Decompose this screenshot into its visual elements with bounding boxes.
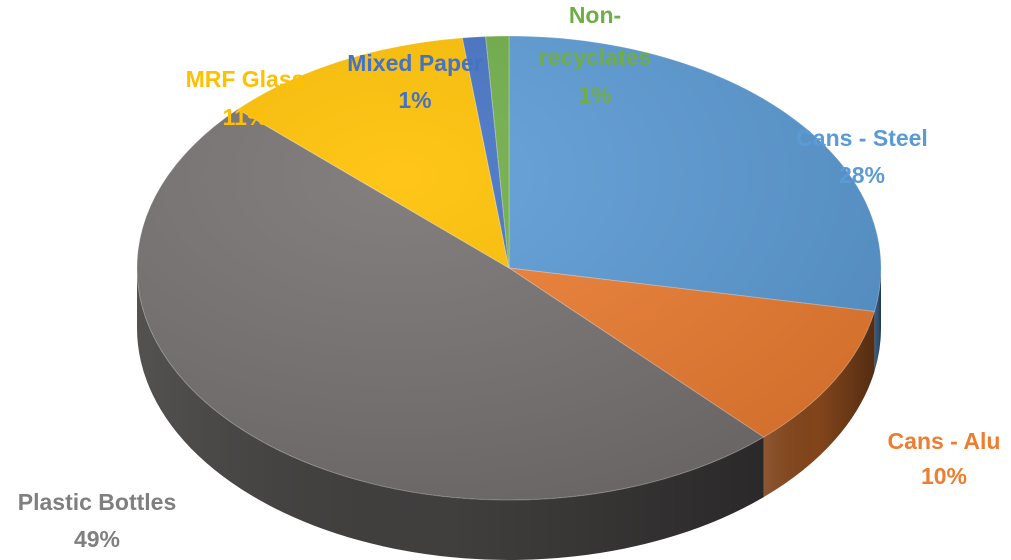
slice-side-shade-0: [874, 268, 881, 372]
pie-top-faces: [136, 35, 882, 501]
data-label-category-0: Cans - Steel: [796, 125, 928, 151]
data-label-value-0: 28%: [839, 162, 885, 188]
pie-labels: Cans - Steel 28% Cans - Alu 10% Plastic Bott…: [18, 2, 1001, 552]
pie-sides: [137, 268, 881, 560]
slice-side-shade-1: [763, 311, 875, 498]
data-label-value-5: 1%: [578, 82, 611, 108]
data-label-value-4: 1%: [398, 87, 431, 113]
data-label-value-3: 11%: [223, 104, 268, 130]
data-label-category-2: Plastic Bottles: [18, 489, 177, 515]
slice-side-shade-2: [137, 268, 764, 560]
data-label-category-1: Cans - Alu: [888, 428, 1001, 454]
data-label-value-2: 49%: [74, 526, 120, 552]
data-label-value-1: 10%: [921, 463, 967, 489]
data-label-category-4: Mixed Paper: [347, 50, 483, 76]
pie-top-sheen: [137, 36, 881, 500]
data-label-category-3: MRF Glass: [186, 66, 305, 92]
data-label-category-5: recyclates: [539, 44, 652, 70]
data-label-category-5: Non-: [569, 2, 621, 28]
